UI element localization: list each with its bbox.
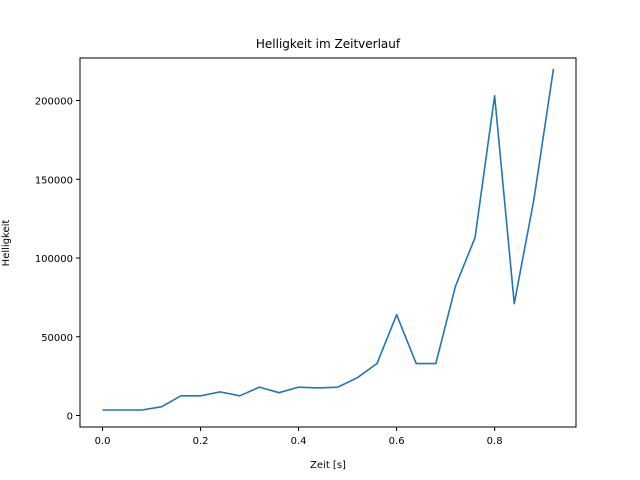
y-axis-label: Helligkeit	[1, 220, 12, 267]
y-tick-label: 100000	[35, 254, 73, 265]
y-tick-label: 0	[67, 412, 73, 423]
x-tick-label: 0.4	[291, 436, 307, 447]
x-axis-label: Zeit [s]	[310, 460, 346, 471]
y-axis-ticks: 0 50000 100000 150000 200000	[35, 97, 80, 423]
x-tick-label: 0.0	[95, 436, 111, 447]
y-tick-label: 150000	[35, 175, 73, 186]
series-line	[102, 68, 555, 411]
x-tick-label: 0.2	[193, 436, 209, 447]
x-tick-label: 0.6	[389, 436, 405, 447]
x-tick-label: 0.8	[487, 436, 503, 447]
y-tick-label: 50000	[41, 333, 73, 344]
y-tick-label: 200000	[35, 97, 73, 108]
plot-frame	[79, 57, 577, 428]
series-layer	[102, 68, 555, 411]
x-axis-ticks: 0.0 0.2 0.4 0.6 0.8	[95, 427, 503, 447]
chart-title: Helligkeit im Zeitverlauf	[256, 37, 401, 51]
